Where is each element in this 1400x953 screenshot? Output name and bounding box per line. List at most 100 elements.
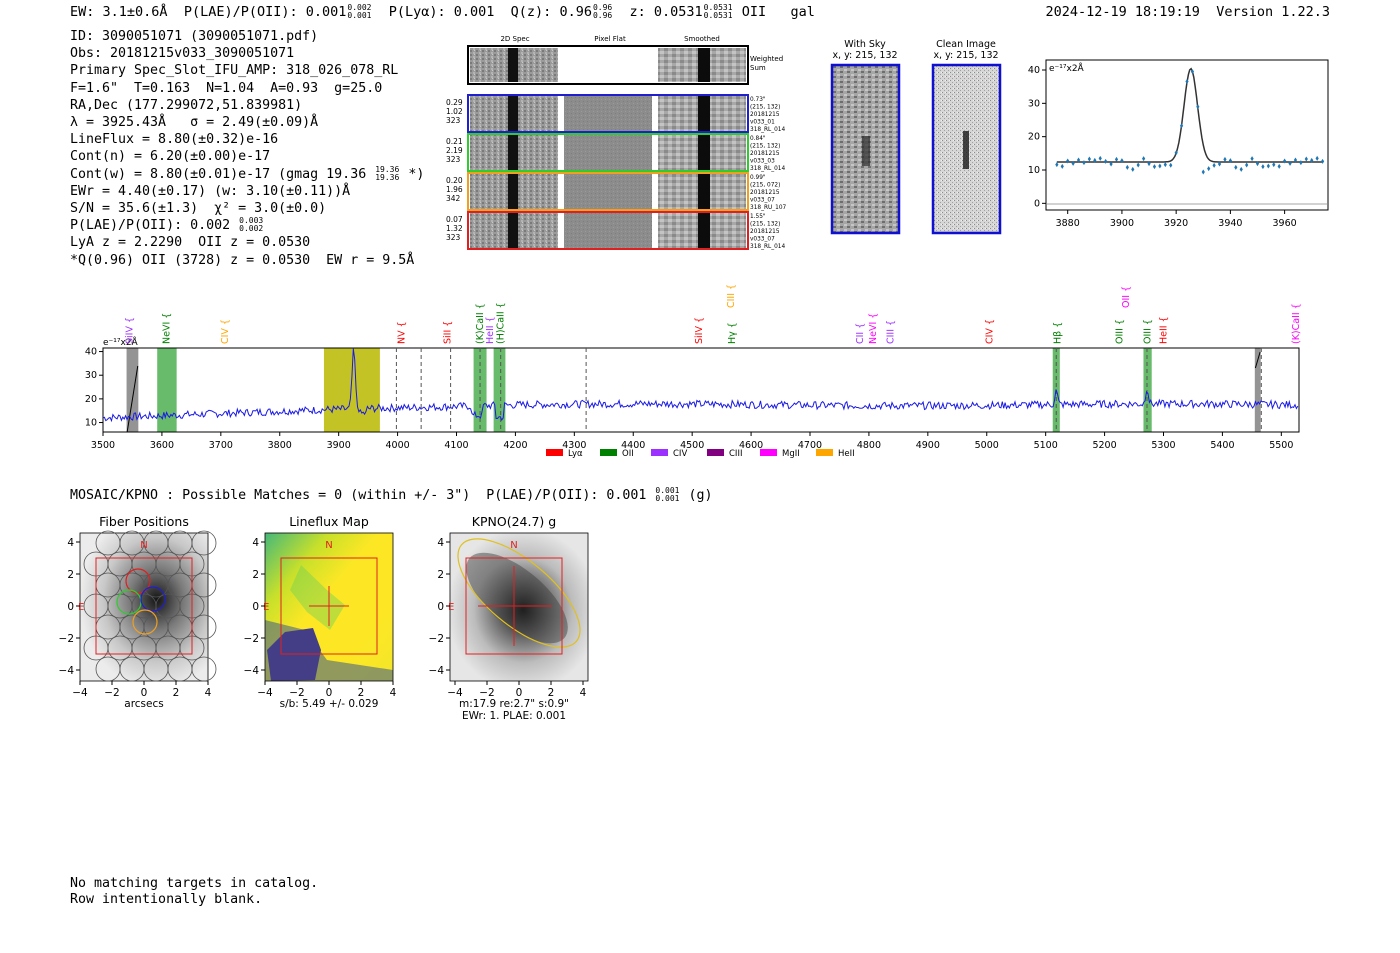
legend-label: OII: [622, 449, 634, 459]
info-primary: Primary Spec_Slot_IFU_AMP: 318_026_078_R…: [70, 63, 399, 79]
line-fit-point: [1142, 156, 1146, 162]
line-fit-point: [1196, 104, 1200, 110]
panel-ytick: −4: [244, 665, 260, 677]
weighted-sum-row: Weighted Sum: [467, 45, 783, 85]
line-fit-point: [1147, 161, 1151, 167]
weighted-label-2: Sum: [750, 64, 766, 72]
legend-swatch: [651, 449, 668, 456]
panel-ytick: 0: [67, 601, 74, 613]
header-z: z: 0.0531: [629, 4, 703, 20]
line-label: CIV {: [985, 319, 996, 344]
line-fit-ytick: 0: [1034, 198, 1040, 209]
kpno-yticks: 4 2 0 −2 −4: [429, 537, 450, 677]
header-plae: P(LAE)/P(OII): 0.001: [183, 4, 347, 20]
legend-swatch: [707, 449, 724, 456]
panel-xtick: −4: [72, 687, 88, 699]
spec-row-right-label: 318_RL_014: [750, 244, 785, 250]
legend-label: CIII: [729, 449, 742, 459]
spec2d-header-smoothed: Smoothed: [684, 35, 720, 43]
footer-line-2: Row intentionally blank.: [70, 891, 263, 907]
clean-image-title: Clean Image: [936, 39, 996, 50]
kpno-xlabel-2: EWr: 1. PLAE: 0.001: [462, 710, 566, 722]
clean-image: [931, 63, 1002, 235]
line-label: Hβ {: [1052, 322, 1063, 344]
line-fit-point: [1174, 150, 1178, 156]
line-fit-point: [1223, 156, 1227, 162]
spec-row-right-label: (215, 132): [750, 222, 780, 228]
spec-row-right-label: (215, 132): [750, 144, 780, 150]
line-fit-point: [1055, 162, 1059, 168]
line-fit-xtick: 3900: [1110, 218, 1134, 229]
panel-xtick: −4: [447, 687, 463, 699]
line-fit-point: [1131, 166, 1135, 172]
spec-row-right-label: 318_RU_107: [750, 205, 787, 211]
info-lya: LyA z = 2.2290 OII z = 0.0530: [70, 235, 311, 251]
spec-row-right-label: v033_01: [750, 120, 775, 126]
line-fit-point: [1169, 162, 1173, 168]
info-lineflux: LineFlux = 8.80(±0.32)e-16: [70, 132, 279, 148]
kpno-xticks: −4 −2 0 2 4: [447, 681, 587, 699]
panel-ytick: −4: [429, 665, 445, 677]
header-z-frac: 0.0531 0.0531: [703, 3, 733, 20]
with-sky-coords: x, y: 215, 132: [832, 50, 897, 61]
panel-xtick: −2: [479, 687, 494, 699]
info-ewr: EWr = 4.40(±0.17) (w: 3.10(±0.11))Å: [70, 183, 351, 199]
line-fit-xtick: 3920: [1164, 218, 1188, 229]
kpno-east: E: [448, 602, 454, 613]
spectrum-band: [157, 348, 177, 432]
spectrum-xtick: 3900: [327, 440, 351, 451]
fiber-positions-title: Fiber Positions: [99, 514, 189, 529]
line-fit-point: [1293, 157, 1298, 163]
spec-row-left-label: 1.96: [446, 185, 463, 194]
line-fit-point: [1283, 158, 1287, 164]
info-sn: S/N = 35.6(±1.3) χ² = 3.0(±0.0): [70, 201, 327, 217]
header-qz: Q(z): 0.96: [510, 4, 592, 20]
line-fit-ytick: 20: [1028, 132, 1040, 143]
full-spectrum-unit: e⁻¹⁷x2Å: [103, 336, 139, 348]
header-type: gal: [790, 4, 815, 20]
lineflux-map-panel: Lineflux Map N E 4 2 0 −2 −4 −4 −2 0 2 4 s/b: 5.…: [244, 514, 397, 710]
line-fit-point: [1288, 160, 1292, 166]
line-label: SiIV {: [694, 317, 705, 344]
header-line: OII: [741, 4, 767, 20]
panel-xtick: 4: [390, 687, 397, 699]
panel-ytick: 4: [252, 537, 259, 549]
panel-xtick: −4: [257, 687, 273, 699]
lineflux-xticks: −4 −2 0 2 4: [257, 681, 397, 699]
legend-swatch: [600, 449, 617, 456]
spectrum-xtick: 3600: [150, 440, 174, 451]
panel-ytick: −2: [429, 633, 444, 645]
info-contn: Cont(n) = 6.20(±0.00)e-17: [70, 149, 271, 165]
line-fit-unit: e⁻¹⁷x2Å: [1049, 62, 1085, 74]
spec-row-left-label: 323: [446, 155, 461, 164]
line-fit-point: [1207, 166, 1211, 172]
line-fit-xtick: 3960: [1273, 218, 1297, 229]
line-fit-point: [1104, 158, 1108, 164]
line-fit-xtick: 3940: [1218, 218, 1242, 229]
spectrum-xtick: 4900: [916, 440, 940, 451]
spectrum-band: [1143, 348, 1152, 432]
line-fit-point: [1228, 158, 1232, 164]
legend-swatch: [816, 449, 833, 456]
spectrum-xtick: 3500: [91, 440, 115, 451]
spec-row-left-label: 0.29: [446, 98, 463, 107]
spec-row-left-label: 1.02: [446, 107, 463, 116]
spec2d-header-flat: Pixel Flat: [594, 35, 626, 43]
with-sky-image: [830, 63, 901, 235]
panel-ytick: 4: [67, 537, 74, 549]
legend-label: HeII: [838, 449, 855, 459]
line-fit-point: [1201, 169, 1205, 175]
panel-ytick: 0: [437, 601, 444, 613]
header-qz-frac: 0.96 0.96: [592, 3, 613, 20]
spec-row-left-label: 0.07: [446, 215, 463, 224]
line-label: (H)CaII {: [496, 302, 507, 344]
spectrum-xtick: 4400: [621, 440, 645, 451]
spectrum-xtick: 4000: [385, 440, 409, 451]
lineflux-map-title: Lineflux Map: [289, 514, 369, 529]
full-spectrum-axes: [102, 347, 1300, 433]
line-fit-point: [1071, 160, 1075, 166]
panel-ytick: −2: [59, 633, 74, 645]
spec-row-right-label: 0.99": [750, 175, 766, 181]
spectrum-xtick: 3700: [209, 440, 233, 451]
